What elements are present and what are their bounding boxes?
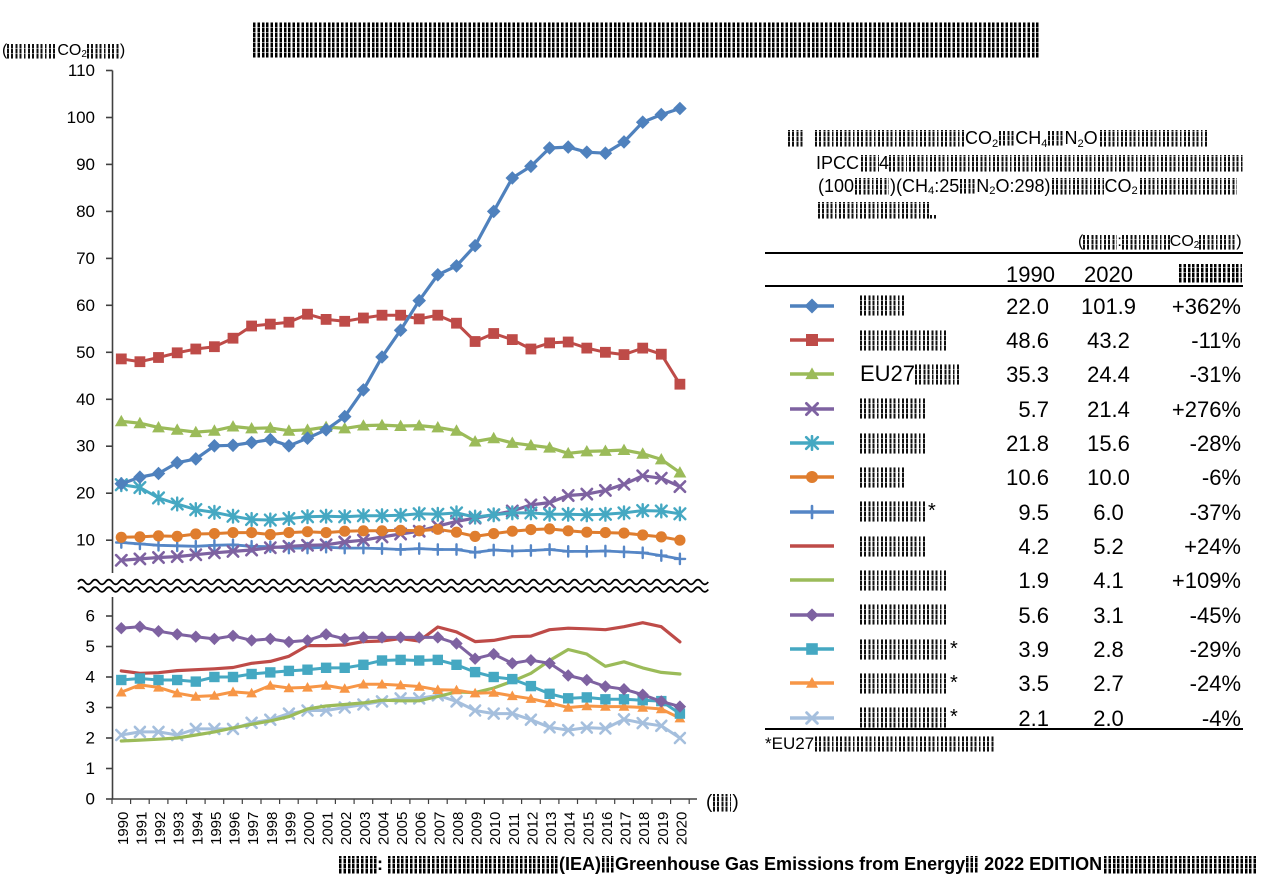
svg-text:2000: 2000 [301,812,318,845]
svg-text:60: 60 [76,296,95,315]
svg-text:2011: 2011 [506,813,523,845]
svg-text:2003: 2003 [357,812,374,845]
svg-text:1998: 1998 [264,812,281,845]
svg-text:0: 0 [86,790,95,809]
svg-text:3: 3 [86,698,95,717]
svg-text:30: 30 [76,437,95,456]
svg-text:2012: 2012 [524,812,541,845]
svg-text:80: 80 [76,202,95,221]
svg-text:50: 50 [76,343,95,362]
svg-text:2008: 2008 [450,812,467,845]
svg-text:2009: 2009 [469,812,486,845]
svg-text:1995: 1995 [208,812,225,845]
svg-text:2: 2 [86,729,95,748]
svg-text:2017: 2017 [618,812,635,845]
svg-text:10: 10 [76,531,95,550]
svg-text:1991: 1991 [133,812,150,845]
svg-text:110: 110 [68,61,95,80]
svg-text:2005: 2005 [394,812,411,845]
svg-text:1990: 1990 [115,812,132,845]
svg-text:20: 20 [76,484,95,503]
svg-text:2002: 2002 [338,812,355,845]
svg-text:2004: 2004 [376,812,393,845]
svg-text:2016: 2016 [599,812,616,845]
svg-text:2001: 2001 [320,812,337,845]
svg-text:1: 1 [86,759,95,778]
svg-text:2020: 2020 [673,812,690,845]
svg-text:2014: 2014 [562,812,579,845]
svg-text:2019: 2019 [655,812,672,845]
svg-text:2007: 2007 [431,812,448,845]
svg-text:70: 70 [76,249,95,268]
svg-text:100: 100 [67,108,95,127]
svg-text:1992: 1992 [152,812,169,845]
svg-text:1994: 1994 [189,812,206,845]
svg-text:1997: 1997 [245,812,262,845]
svg-text:1999: 1999 [282,812,299,845]
svg-text:5: 5 [86,637,95,656]
svg-text:2015: 2015 [580,812,597,845]
svg-text:1993: 1993 [171,812,188,845]
svg-text:2018: 2018 [636,812,653,845]
svg-text:2010: 2010 [487,812,504,845]
svg-text:2006: 2006 [413,812,430,845]
svg-text:90: 90 [76,155,95,174]
svg-text:1996: 1996 [227,812,244,845]
svg-text:2013: 2013 [543,812,560,845]
svg-text:6: 6 [86,607,95,626]
svg-text:40: 40 [76,390,95,409]
svg-text:4: 4 [86,668,95,687]
